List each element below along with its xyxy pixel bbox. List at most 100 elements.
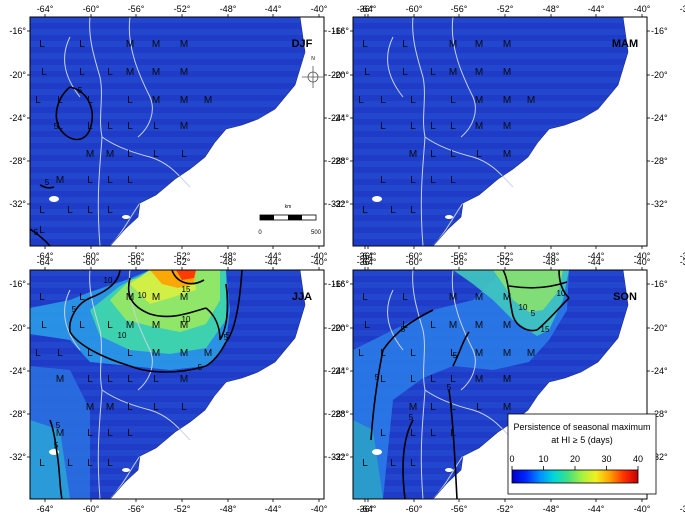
grid-marker: L xyxy=(430,121,436,132)
contour-line xyxy=(127,277,207,318)
country-boundary xyxy=(97,389,103,500)
grid-marker: L xyxy=(410,428,416,439)
season-label: JJA xyxy=(292,291,312,303)
grid-marker: M xyxy=(56,428,64,439)
lon-tick-label: -44° xyxy=(265,251,282,261)
country-boundary xyxy=(64,289,81,351)
grid-marker: M xyxy=(503,39,511,50)
lon-tick-label: -36° xyxy=(357,251,374,261)
grid-marker: L xyxy=(430,374,436,385)
contour-line xyxy=(59,86,94,141)
lon-tick-label: -56° xyxy=(451,251,468,261)
grid-marker: L xyxy=(364,67,370,78)
grid-marker: L xyxy=(39,39,45,50)
grid-marker: L xyxy=(153,149,159,160)
lon-tick-label: -60° xyxy=(83,4,100,14)
grid-marker: M xyxy=(180,67,188,78)
grid-marker: M xyxy=(503,348,511,359)
lake-marker xyxy=(372,449,382,455)
season-label: SON xyxy=(613,291,637,303)
grid-marker: L xyxy=(430,149,436,160)
colorbar-tick-label: 30 xyxy=(601,454,611,464)
lon-tick-label: -64° xyxy=(360,257,377,267)
contour-label: 5 xyxy=(409,413,414,422)
country-boundary xyxy=(420,389,426,500)
grid-marker: L xyxy=(87,348,93,359)
grid-marker: M xyxy=(475,67,483,78)
panel-mam: L L M M M L L L M M M L L L L M M M L L L L M M M L L L M L L L L L L L MAM -… xyxy=(332,4,685,261)
contour-line xyxy=(29,228,51,247)
lat-tick-label: -20° xyxy=(332,70,349,80)
lon-tick-label: -52° xyxy=(174,4,191,14)
lon-tick-label: -56° xyxy=(451,4,468,14)
grid-marker: M xyxy=(86,149,94,160)
contour-line xyxy=(502,269,538,332)
contour-label: 10 xyxy=(138,291,147,300)
grid-marker: L xyxy=(127,402,133,413)
lon-tick-label: -64° xyxy=(37,257,54,267)
marker-layer-mam: L L M M M L L L M M M L L L L M M M L L L L M M M L L L M L L L L L L L xyxy=(358,39,535,216)
lat-tick-label: -16° xyxy=(9,26,26,36)
grid-marker: L xyxy=(358,95,364,106)
panel-frame xyxy=(29,269,325,500)
contour-label: 10 xyxy=(519,303,528,312)
grid-marker: L xyxy=(380,95,386,106)
grid-marker: L xyxy=(390,205,396,216)
grid-marker: L xyxy=(39,225,45,236)
contour-line xyxy=(452,331,470,367)
lon-tick-label: -56° xyxy=(451,257,468,267)
grid-marker: M xyxy=(503,402,511,413)
contour-line xyxy=(225,269,243,343)
grid-marker: L xyxy=(107,458,113,469)
lon-tick-label: -36° xyxy=(357,504,374,514)
contour-line xyxy=(49,419,59,461)
grid-marker: L xyxy=(476,149,482,160)
country-boundary xyxy=(128,269,153,391)
grid-marker: L xyxy=(430,67,436,78)
grid-marker: M xyxy=(106,149,114,160)
grid-marker: M xyxy=(475,374,483,385)
grid-marker: L xyxy=(107,67,113,78)
grid-marker: L xyxy=(107,121,113,132)
lat-tick-label: -20° xyxy=(328,323,345,333)
grid-marker: L xyxy=(39,205,45,216)
grid-marker: M xyxy=(180,374,188,385)
country-boundary xyxy=(412,16,426,138)
grid-marker: L xyxy=(430,175,436,186)
lat-tick-label: -20° xyxy=(651,70,668,80)
contour-label: 15 xyxy=(182,285,191,294)
contour-label: 10 xyxy=(557,289,566,298)
contour-line xyxy=(39,184,55,189)
scale-bar: km 0 500 xyxy=(258,204,321,236)
contour-line xyxy=(448,389,458,500)
grid-marker: M xyxy=(152,292,160,303)
country-boundary xyxy=(89,16,103,138)
grid-marker: M xyxy=(152,39,160,50)
grid-marker: L xyxy=(380,175,386,186)
lon-tick-label: -64° xyxy=(360,504,377,514)
contour-label: 5 xyxy=(401,325,406,334)
lon-tick-label: -64° xyxy=(360,251,377,261)
grid-marker: M xyxy=(503,67,511,78)
lon-tick-label: -44° xyxy=(588,251,605,261)
grid-marker: L xyxy=(410,175,416,186)
grid-marker: L xyxy=(67,205,73,216)
grid-marker: L xyxy=(364,320,370,331)
grid-marker: M xyxy=(449,320,457,331)
grid-marker: L xyxy=(430,428,436,439)
contour-line xyxy=(402,419,414,500)
grid-marker: L xyxy=(410,458,416,469)
grid-marker: L xyxy=(87,95,93,106)
grid-marker: M xyxy=(503,95,511,106)
lat-tick-label: -20° xyxy=(328,70,345,80)
grid-marker: M xyxy=(126,39,134,50)
grid-marker: L xyxy=(127,149,133,160)
contour-label: 5 xyxy=(72,305,77,314)
contour-label: 5 xyxy=(34,228,39,237)
lake-marker xyxy=(445,215,453,219)
lon-tick-label: -48° xyxy=(220,251,237,261)
panel-jja: L L M M ML L L M M ML L L L M M MM L L L L MM M L L LM L L LL L L L105… xyxy=(9,257,373,514)
lon-tick-label: -60° xyxy=(406,257,423,267)
grid-marker: L xyxy=(410,121,416,132)
lat-tick-label: -28° xyxy=(328,156,345,166)
